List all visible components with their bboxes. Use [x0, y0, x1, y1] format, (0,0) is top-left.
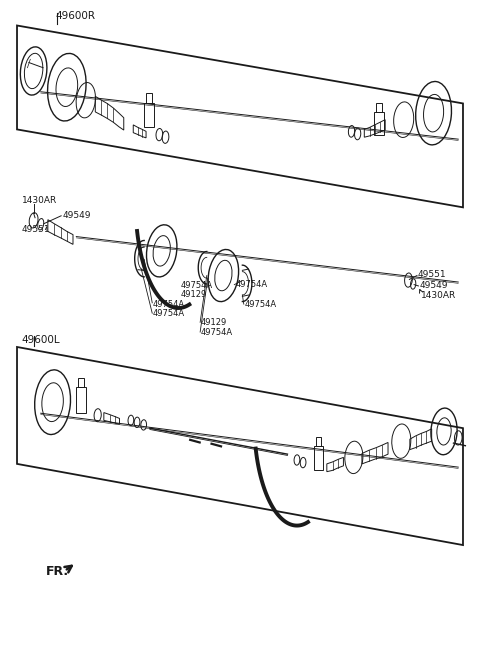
- Text: 49754A: 49754A: [201, 328, 233, 337]
- Text: 49600L: 49600L: [22, 335, 60, 345]
- Text: 49754A: 49754A: [245, 300, 277, 309]
- Text: 49551: 49551: [22, 225, 50, 234]
- Text: 49754A: 49754A: [152, 309, 184, 318]
- Text: 49754A: 49754A: [180, 281, 213, 290]
- Text: 49754A: 49754A: [152, 299, 184, 309]
- Bar: [144, 103, 154, 128]
- Text: FR.: FR.: [46, 565, 69, 578]
- Text: 1430AR: 1430AR: [421, 291, 456, 300]
- Text: 49600R: 49600R: [55, 10, 95, 20]
- Text: 49549: 49549: [420, 281, 448, 290]
- Bar: [376, 103, 382, 112]
- Text: 49129: 49129: [201, 318, 228, 328]
- Bar: [313, 445, 323, 470]
- Text: 49551: 49551: [418, 271, 446, 280]
- Bar: [374, 112, 384, 135]
- Text: 49129: 49129: [180, 290, 207, 299]
- Text: 1430AR: 1430AR: [22, 196, 57, 206]
- Bar: [76, 387, 86, 413]
- Bar: [146, 93, 152, 103]
- Bar: [316, 438, 321, 445]
- Text: 49549: 49549: [62, 212, 91, 220]
- Bar: [78, 377, 84, 387]
- Text: 49754A: 49754A: [235, 280, 267, 289]
